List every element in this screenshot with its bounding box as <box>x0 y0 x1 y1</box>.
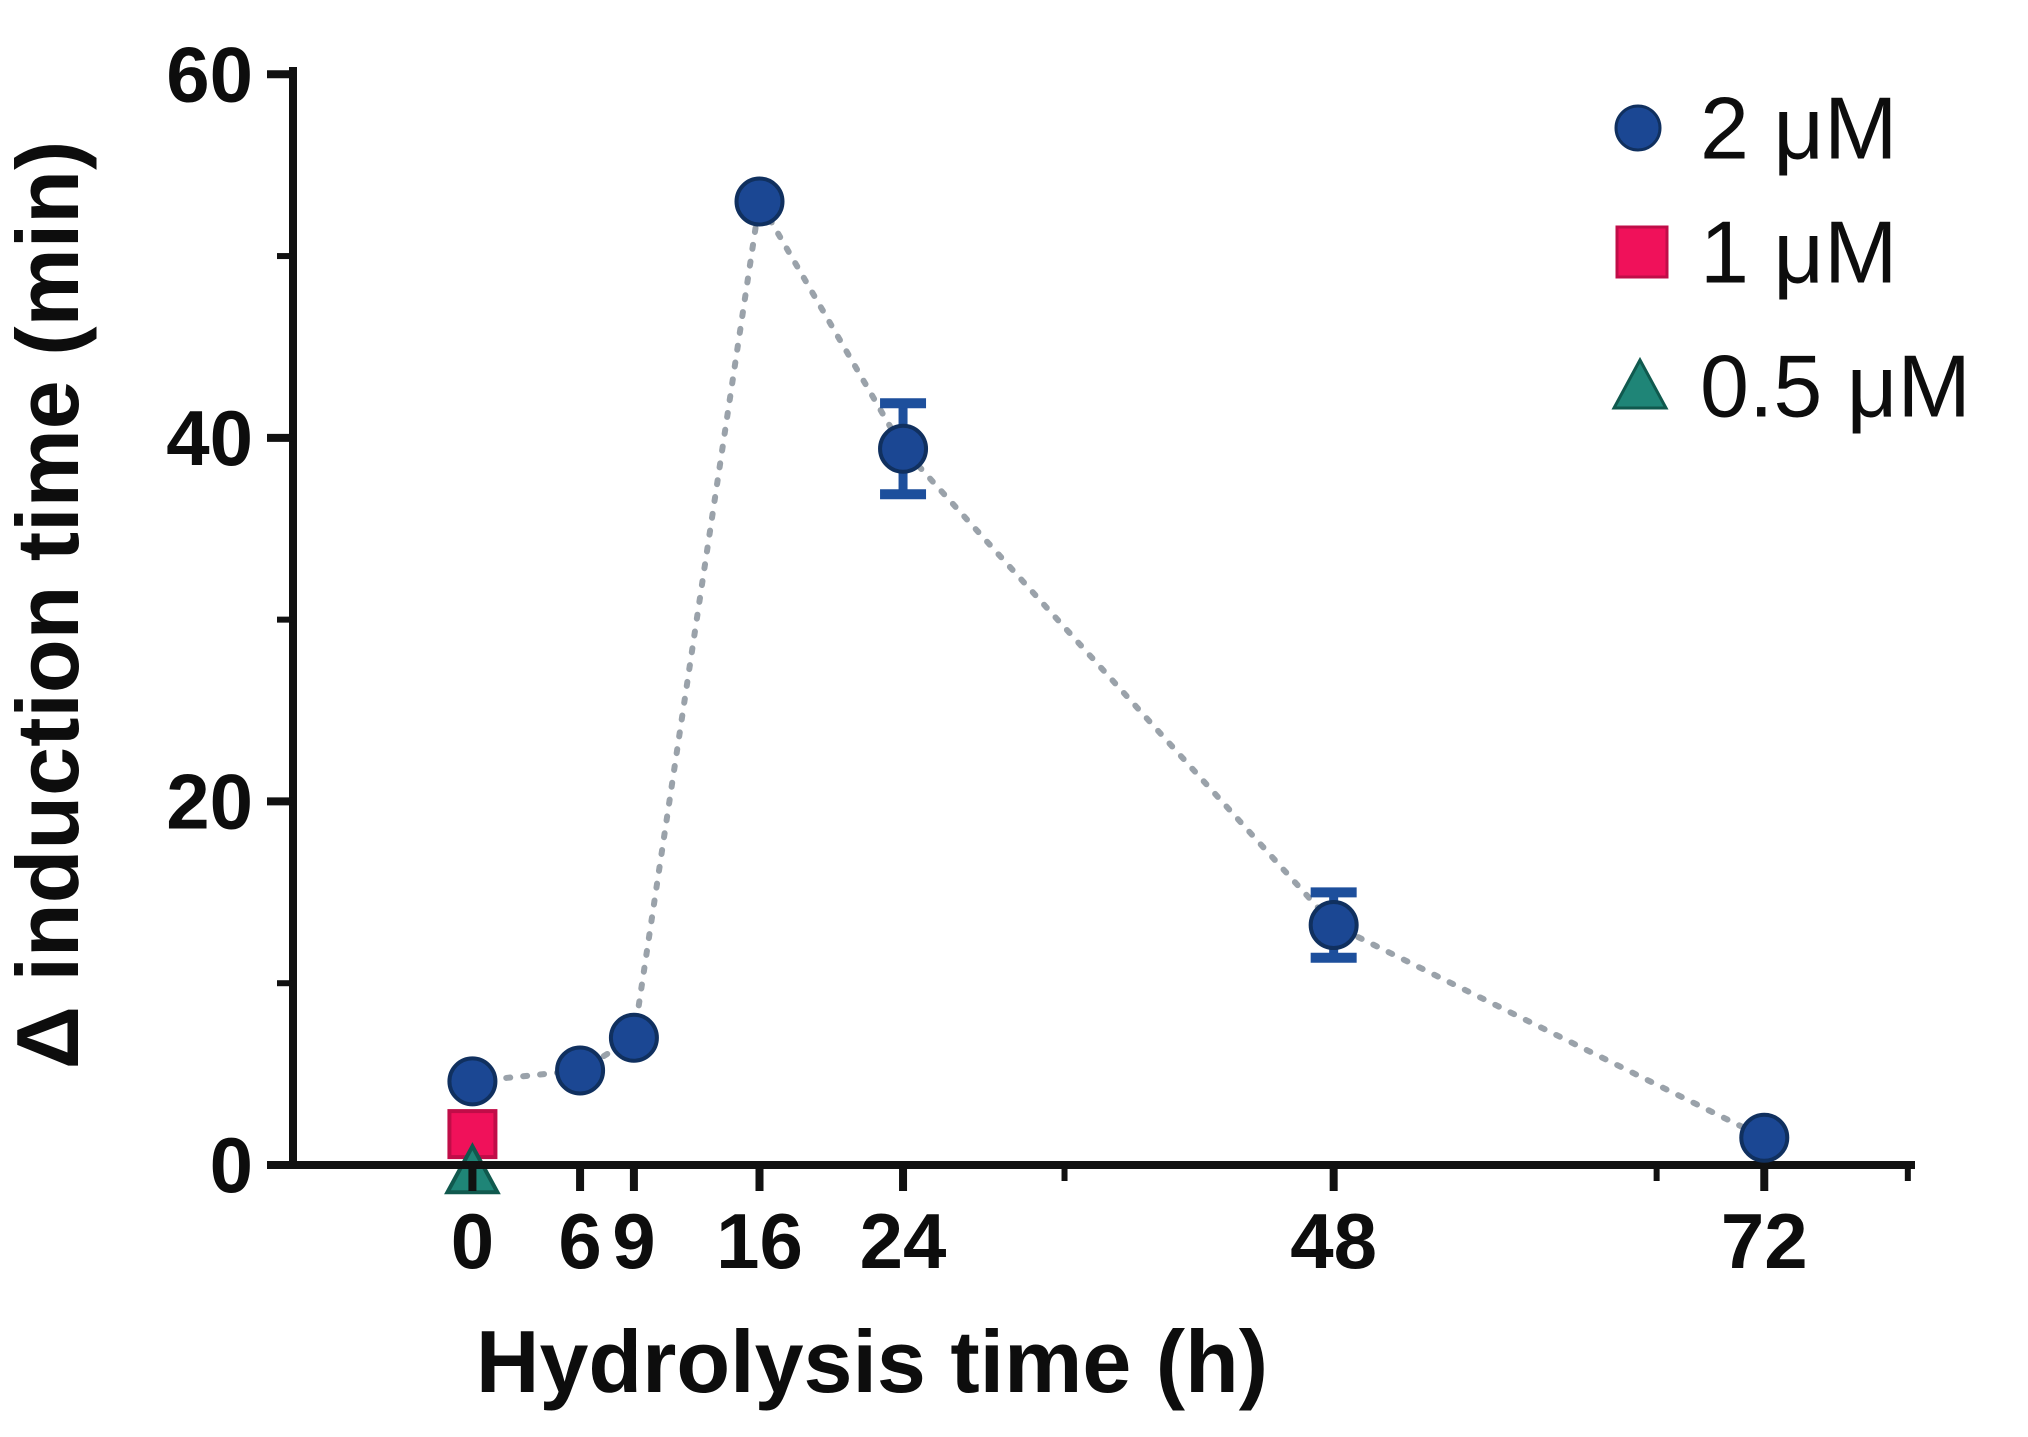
x-axis-title: Hydrolysis time (h) <box>476 1312 1268 1411</box>
y-tick-label: 40 <box>166 394 253 482</box>
x-tick-label: 24 <box>860 1197 947 1285</box>
circle-marker-icon <box>1614 104 1662 152</box>
legend-label-05um: 0.5 μM <box>1700 337 1971 436</box>
data-point-2um <box>1739 1112 1790 1163</box>
legend-label-2um: 2 μM <box>1700 79 1897 178</box>
x-tick-label: 9 <box>612 1197 655 1285</box>
data-point-2um <box>447 1056 498 1107</box>
data-point-2um <box>878 423 929 474</box>
data-point-2um <box>734 176 785 227</box>
x-tick-label: 72 <box>1721 1197 1808 1285</box>
data-point-2um <box>608 1012 659 1063</box>
data-points <box>447 176 1790 1163</box>
data-point-2um <box>1308 900 1359 951</box>
legend: 2 μM 1 μM 0.5 μM <box>1611 79 1971 436</box>
square-marker-icon <box>1615 225 1669 279</box>
x-tick-label: 48 <box>1290 1197 1377 1285</box>
x-tick-label: 6 <box>558 1197 601 1285</box>
y-tick-label: 20 <box>166 757 253 845</box>
y-tick-label: 60 <box>166 30 253 118</box>
connector-line <box>469 192 1768 1141</box>
x-tick-label: 16 <box>716 1197 803 1285</box>
triangle-marker-icon <box>1611 356 1669 410</box>
y-tick-label: 0 <box>210 1121 253 1209</box>
legend-entry-1um: 1 μM <box>1615 203 1897 302</box>
data-point-2um <box>555 1045 606 1096</box>
legend-entry-05um: 0.5 μM <box>1611 337 1971 436</box>
y-axis-title: Δ induction time (min) <box>0 141 97 1070</box>
legend-label-1um: 1 μM <box>1700 203 1897 302</box>
x-tick-label: 0 <box>451 1197 494 1285</box>
legend-entry-2um: 2 μM <box>1614 79 1897 178</box>
